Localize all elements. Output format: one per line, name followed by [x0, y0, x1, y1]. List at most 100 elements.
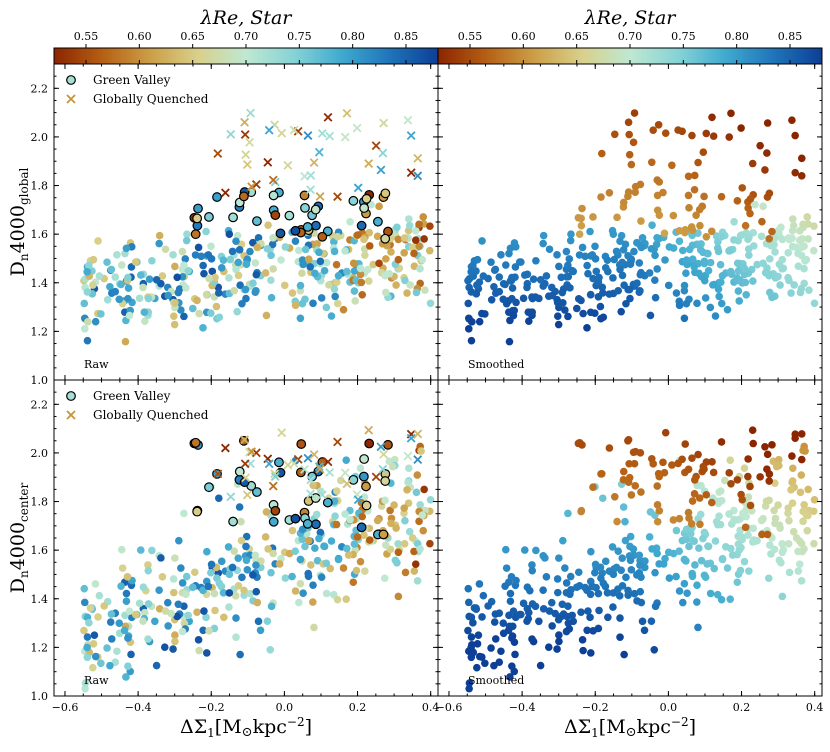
data-point: [701, 294, 710, 302]
data-point: [171, 554, 179, 562]
data-point: [403, 486, 411, 494]
data-point: [95, 591, 104, 600]
data-point: [180, 261, 188, 270]
green-valley-point: [192, 506, 203, 517]
data-point: [626, 542, 634, 551]
data-point: [161, 245, 170, 254]
quenched-point: [306, 185, 315, 195]
quenched-point: [242, 160, 252, 170]
data-point: [586, 649, 595, 657]
data-point: [139, 617, 147, 626]
data-point: [789, 527, 798, 536]
quenched-point: [323, 112, 333, 122]
data-point: [636, 587, 645, 596]
data-point: [785, 276, 793, 285]
data-point: [700, 528, 709, 537]
data-point: [771, 519, 779, 528]
data-point: [251, 551, 260, 560]
data-point: [242, 260, 251, 269]
data-point: [178, 247, 187, 256]
data-point: [583, 626, 591, 635]
data-point: [763, 119, 772, 127]
data-point: [583, 586, 591, 595]
data-point: [523, 583, 532, 591]
data-point: [252, 587, 261, 596]
data-point: [619, 198, 628, 207]
data-point: [83, 336, 92, 345]
data-point: [400, 248, 408, 257]
data-point: [672, 572, 680, 581]
data-point: [199, 586, 207, 595]
data-point: [89, 663, 97, 672]
data-point: [788, 116, 796, 124]
data-point: [219, 256, 228, 264]
data-point: [320, 542, 329, 551]
data-point: [609, 274, 617, 282]
x-tick-label: −0.4: [509, 701, 536, 714]
data-point: [603, 256, 612, 264]
data-point: [784, 540, 793, 548]
quenched-point: [283, 460, 293, 470]
data-point: [84, 318, 92, 326]
data-point: [766, 255, 774, 263]
data-point: [792, 534, 801, 542]
data-point: [495, 273, 504, 281]
data-point: [740, 464, 749, 472]
data-point: [810, 299, 819, 308]
data-point: [598, 469, 606, 478]
colorbar-tick-label: 0.65: [564, 30, 589, 43]
data-point: [626, 294, 634, 303]
data-point: [609, 589, 618, 597]
data-point: [545, 607, 554, 615]
data-point: [765, 271, 773, 280]
data-point: [207, 255, 216, 263]
data-point: [584, 607, 592, 615]
data-point: [547, 598, 556, 607]
data-point: [589, 274, 597, 283]
data-point: [499, 619, 508, 628]
data-point: [687, 223, 696, 231]
data-point: [726, 595, 735, 603]
data-point: [330, 285, 339, 293]
data-point: [193, 296, 201, 305]
data-point: [266, 645, 275, 654]
data-point: [636, 287, 644, 295]
data-point: [584, 269, 592, 278]
data-point: [664, 281, 673, 290]
data-point: [464, 325, 473, 333]
data-point: [740, 270, 749, 279]
data-point: [742, 290, 751, 299]
quenched-point: [340, 468, 350, 478]
data-point: [195, 646, 203, 655]
data-point: [776, 524, 784, 532]
data-point: [794, 547, 802, 556]
data-point: [356, 270, 365, 279]
data-point: [777, 559, 785, 567]
quenched-point: [309, 450, 319, 460]
data-point: [211, 273, 219, 282]
data-point: [337, 476, 345, 485]
data-point: [401, 276, 409, 285]
quenched-point: [242, 490, 252, 500]
data-point: [473, 255, 482, 264]
data-point: [203, 547, 211, 556]
colorbar-tick-label: 0.60: [127, 30, 152, 43]
data-point: [205, 627, 213, 635]
data-point: [578, 204, 586, 213]
data-point: [115, 619, 124, 628]
data-point: [406, 281, 414, 289]
data-point: [587, 547, 595, 556]
data-point: [652, 240, 661, 249]
data-point: [646, 311, 655, 320]
data-point: [690, 171, 699, 180]
x-axis-title-left: ΔΣ1[M⊙kpc−2]: [180, 715, 312, 740]
data-point: [741, 221, 750, 230]
data-point: [173, 273, 182, 282]
data-point: [83, 268, 91, 276]
data-point: [674, 126, 682, 134]
quenched-point: [379, 118, 389, 128]
data-point: [528, 294, 537, 303]
data-point: [190, 568, 199, 577]
data-point: [124, 284, 133, 292]
data-point: [281, 243, 290, 251]
